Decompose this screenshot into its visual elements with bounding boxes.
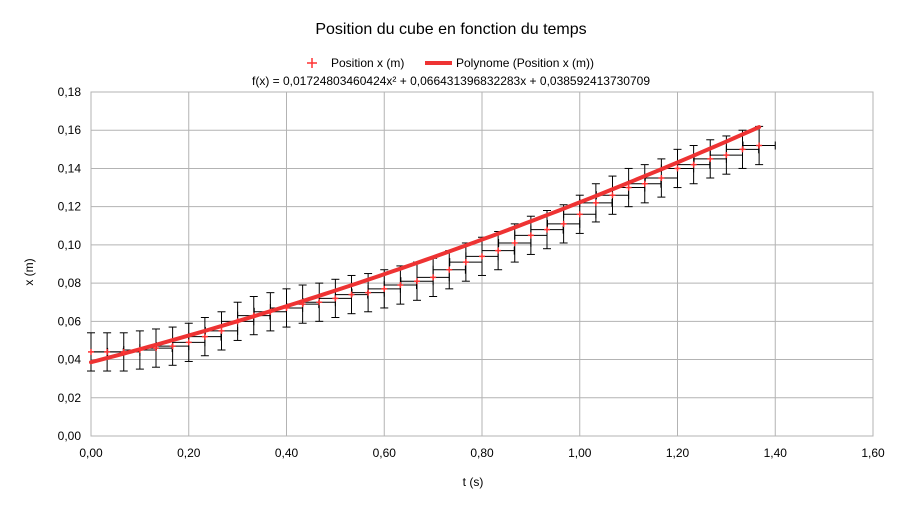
data-point [153, 345, 160, 352]
data-point [218, 327, 225, 334]
data-point [267, 308, 274, 315]
y-tick-label: 0,16 [58, 123, 82, 137]
y-tick-label: 0,00 [58, 429, 82, 443]
y-tick-label: 0,10 [58, 238, 82, 252]
x-tick-label: 1,40 [764, 446, 788, 460]
data-point [511, 239, 518, 246]
data-point [397, 282, 404, 289]
data-point [120, 348, 127, 355]
data-point [365, 289, 372, 296]
data-point [739, 146, 746, 153]
data-point [381, 285, 388, 292]
data-point [723, 152, 730, 159]
data-point [479, 253, 485, 260]
y-tick-label: 0,18 [58, 85, 82, 99]
data-point [609, 192, 616, 199]
legend: Position x (m) Polynome (Position x (m)) [307, 56, 594, 70]
trendline-group [89, 125, 762, 365]
data-point [250, 312, 257, 319]
x-tick-label: 1,20 [666, 446, 690, 460]
legend-marker-points [307, 58, 317, 68]
data-point [756, 142, 763, 149]
y-tick-label: 0,02 [58, 391, 82, 405]
data-point [674, 165, 681, 172]
x-axis-title: t (s) [463, 475, 484, 489]
plot-frame [90, 91, 874, 437]
y-tick-label: 0,08 [58, 276, 82, 290]
data-point [462, 259, 469, 266]
data-point [201, 333, 208, 340]
data-point [544, 226, 551, 233]
data-point [576, 211, 583, 218]
trendline-equation: f(x) = 0,01724803460424x² + 0,0664313968… [252, 74, 650, 88]
data-point [136, 347, 143, 353]
y-tick-label: 0,14 [58, 161, 82, 175]
y-tick-label: 0,04 [58, 353, 82, 367]
data-point [299, 301, 306, 308]
data-point [88, 348, 94, 355]
data-point [185, 339, 192, 346]
x-tick-labels: 0,00 0,20 0,40 0,60 0,80 1,00 1,20 1,40 1,60 [79, 446, 885, 460]
legend-label-trendline: Polynome (Position x (m)) [456, 56, 594, 70]
data-point [430, 274, 437, 281]
data-point [495, 247, 502, 254]
x-tick-label: 1,60 [861, 446, 885, 460]
data-point [446, 266, 453, 273]
data-point [332, 295, 339, 302]
y-tick-label: 0,12 [58, 200, 82, 214]
data-point [316, 299, 323, 306]
data-point [283, 304, 290, 311]
data-point [641, 180, 648, 187]
data-point [625, 184, 632, 191]
data-point [707, 155, 714, 162]
data-point [560, 220, 567, 227]
x-tick-label: 0,20 [177, 446, 201, 460]
y-tick-labels: 0,00 0,02 0,04 0,06 0,08 0,10 0,12 0,14 0,16 0,18 [58, 85, 82, 443]
data-point [658, 175, 665, 181]
x-tick-label: 0,40 [275, 446, 299, 460]
x-tick-label: 0,00 [79, 446, 103, 460]
data-point [413, 278, 420, 285]
chart-title: Position du cube en fonction du temps [315, 21, 586, 38]
data-point [169, 343, 176, 350]
x-tick-label: 1,00 [568, 446, 592, 460]
legend-label-points: Position x (m) [331, 56, 404, 70]
y-tick-label: 0,06 [58, 314, 82, 328]
data-point [234, 318, 241, 325]
data-points [88, 142, 763, 355]
trendline-curve [89, 125, 762, 365]
data-point [690, 161, 697, 168]
data-point [348, 291, 355, 298]
y-axis-title: x (m) [22, 258, 36, 285]
x-tick-label: 0,80 [470, 446, 494, 460]
data-point [592, 199, 599, 206]
data-point [527, 232, 534, 239]
x-tick-label: 0,60 [373, 446, 397, 460]
data-point [104, 348, 111, 355]
